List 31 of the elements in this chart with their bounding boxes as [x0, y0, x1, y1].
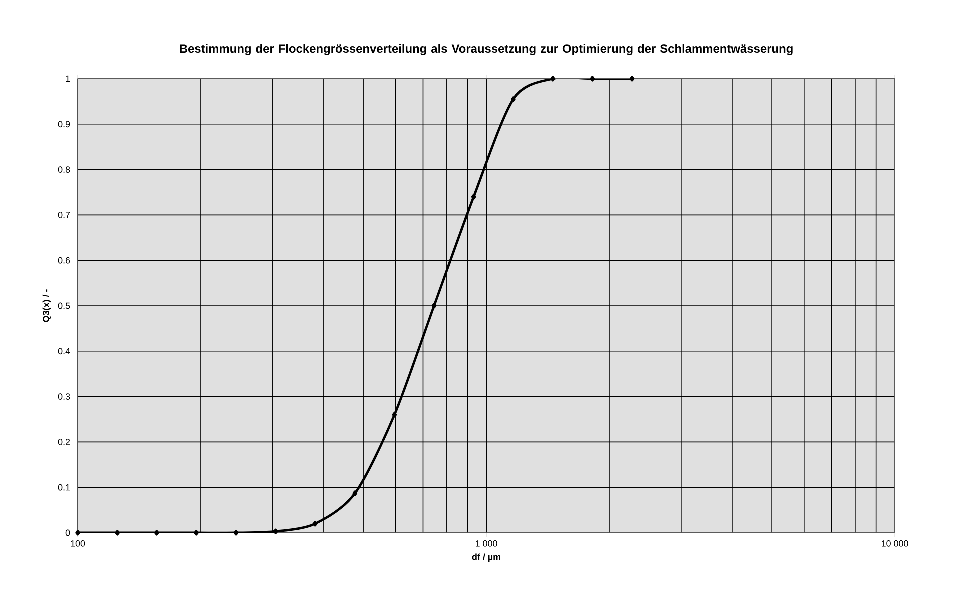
y-tick-label: 0.4: [58, 348, 70, 355]
y-tick-label: 0.3: [58, 394, 70, 400]
point: [76, 530, 80, 536]
point: [511, 96, 516, 102]
y-tick-label: 0.5: [58, 302, 70, 310]
y-axis-title: Q3(x) / -: [42, 290, 52, 322]
x-tick-label: 10 000: [882, 540, 908, 547]
y-tick-label: 0.6: [58, 257, 70, 264]
chart-title: Bestimmung der Flockengrössenverteilung als Voraussetzung zur Optimierung der Schlammentwässerung: [180, 44, 793, 56]
point: [154, 530, 160, 536]
point: [194, 530, 199, 536]
y-tick-label: 1: [66, 76, 70, 82]
y-tick-label: 0.7: [58, 212, 70, 218]
y-tick-label: 0.8: [58, 166, 70, 173]
x-tick-label: 1 000: [476, 540, 498, 547]
point: [115, 530, 120, 536]
y-tick-label: 0: [66, 530, 70, 536]
y-tick-label: 0.9: [58, 121, 70, 128]
y-tick-label: 0.1: [58, 484, 70, 491]
x-tick-label: 100: [71, 540, 86, 547]
point: [590, 76, 596, 82]
point: [630, 76, 635, 82]
point: [471, 194, 476, 200]
point: [352, 490, 358, 496]
point: [392, 412, 398, 418]
point: [312, 521, 318, 527]
point: [234, 530, 239, 536]
point: [550, 76, 556, 82]
point: [432, 303, 437, 309]
x-axis-title: df / µm: [472, 554, 501, 562]
y-tick-label: 0.2: [58, 439, 70, 446]
